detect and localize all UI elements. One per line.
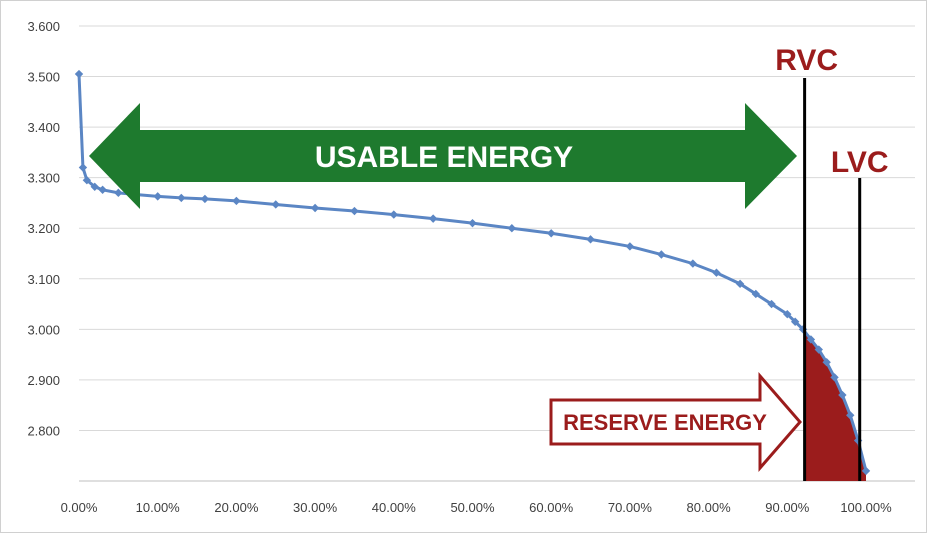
x-tick-label: 30.00% (293, 500, 338, 515)
y-tick-label: 3.200 (27, 221, 60, 236)
reserve-energy-arrow (549, 371, 802, 473)
data-point (806, 335, 816, 344)
x-tick-label: 80.00% (687, 500, 732, 515)
data-point (78, 163, 88, 172)
x-tick-label: 70.00% (608, 500, 653, 515)
y-tick-label: 3.600 (27, 19, 60, 34)
data-point (153, 192, 162, 201)
usable-energy-label: USABLE ENERGY (315, 141, 573, 174)
rvc-label: RVC (775, 44, 838, 77)
data-point (830, 373, 839, 382)
data-point (814, 345, 823, 354)
data-point (90, 182, 99, 191)
data-point (735, 279, 745, 289)
reserve-energy-label: RESERVE ENERGY (563, 410, 767, 435)
data-point (625, 242, 635, 251)
y-tick-label: 2.800 (27, 423, 60, 438)
data-point (428, 214, 438, 223)
data-point (74, 69, 84, 79)
data-point (82, 175, 92, 185)
data-point (751, 289, 761, 299)
data-point (861, 466, 871, 476)
data-point (507, 224, 517, 233)
usable-energy-arrow (89, 103, 797, 209)
x-tick-label: 50.00% (450, 500, 495, 515)
data-point (271, 200, 280, 209)
x-tick-label: 0.00% (61, 500, 98, 515)
data-point (114, 188, 123, 198)
data-point (310, 203, 320, 213)
data-point (838, 390, 847, 400)
data-point (350, 206, 359, 216)
data-point (798, 325, 808, 334)
data-point (177, 193, 186, 203)
x-tick-label: 10.00% (136, 500, 181, 515)
x-tick-label: 90.00% (765, 500, 810, 515)
data-point (657, 250, 666, 259)
lvc-label: LVC (831, 146, 889, 179)
y-tick-label: 3.300 (27, 171, 60, 186)
data-point (200, 194, 210, 204)
data-point (822, 357, 831, 367)
y-tick-label: 3.400 (27, 120, 60, 135)
data-point (232, 196, 241, 206)
data-point (547, 229, 556, 238)
x-tick-label: 100.00% (840, 500, 892, 515)
x-tick-label: 20.00% (214, 500, 259, 515)
y-axis-tick-labels: 2.800 2.900 3.000 3.100 3.200 3.300 3.400 3.500… (27, 19, 60, 438)
y-tick-label: 3.500 (27, 70, 60, 85)
x-tick-label: 60.00% (529, 500, 574, 515)
data-point (712, 268, 721, 277)
data-point (688, 259, 698, 268)
data-point (767, 299, 776, 309)
data-point (468, 218, 477, 228)
data-point (98, 185, 107, 194)
data-point (783, 309, 792, 319)
y-tick-label: 3.100 (27, 272, 60, 287)
data-point (846, 411, 855, 420)
y-tick-label: 2.900 (27, 373, 60, 388)
data-point (790, 317, 800, 326)
y-tick-label: 3.000 (27, 322, 60, 337)
data-point (586, 235, 595, 244)
x-axis-tick-labels: 0.00% 10.00% 20.00% 30.00% 40.00% 50.00% 60.00… (61, 500, 893, 515)
x-tick-label: 40.00% (372, 500, 417, 515)
data-point (389, 210, 398, 219)
reserve-energy-area (804, 331, 866, 481)
